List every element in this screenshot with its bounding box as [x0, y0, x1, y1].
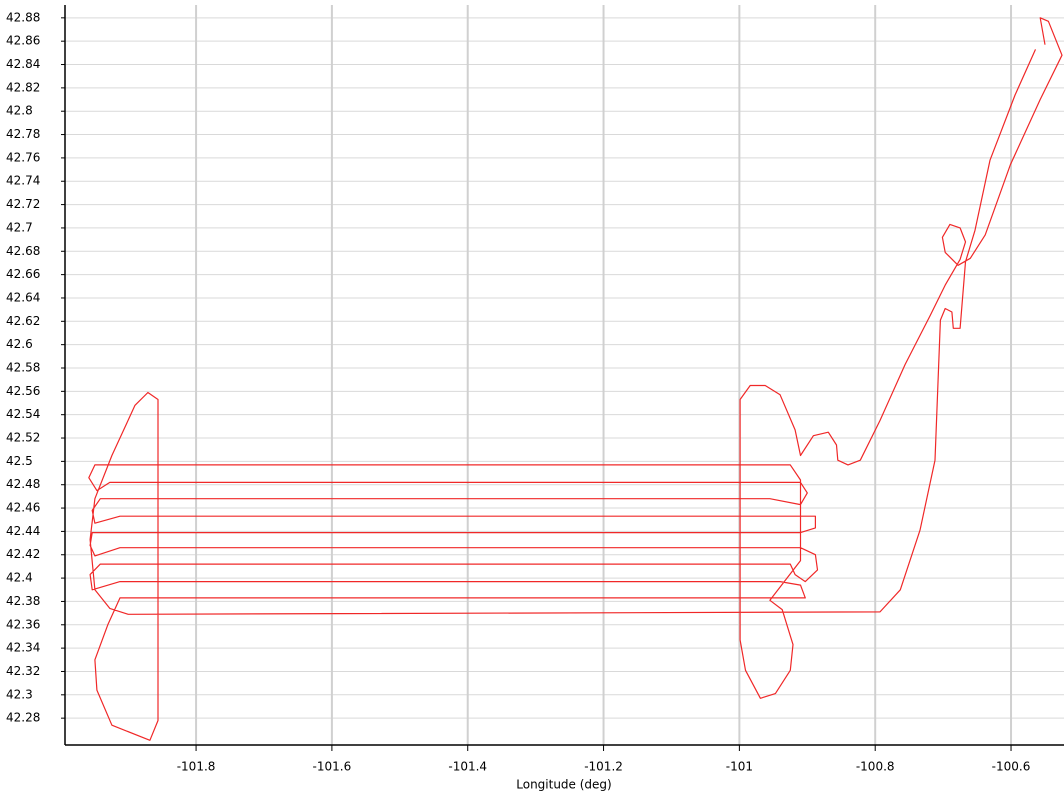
y-tick-label: 42.54: [6, 407, 40, 421]
x-tick-label: -101.2: [584, 760, 623, 774]
y-tick-label: 42.82: [6, 80, 40, 94]
y-tick-label: 42.88: [6, 10, 40, 24]
y-tick-label: 42.5: [6, 454, 33, 468]
y-tick-label: 42.64: [6, 290, 40, 304]
x-tick-label: -101: [726, 760, 753, 774]
y-tick-label: 42.78: [6, 127, 40, 141]
y-tick-label: 42.86: [6, 34, 40, 48]
y-tick-label: 42.34: [6, 641, 40, 655]
x-tick-label: -101.8: [177, 760, 216, 774]
x-axis-label: Longitude (deg): [516, 778, 611, 792]
y-tick-label: 42.42: [6, 547, 40, 561]
y-tick-label: 42.28: [6, 711, 40, 725]
y-tick-label: 42.62: [6, 314, 40, 328]
y-tick-label: 42.58: [6, 360, 40, 374]
y-tick-label: 42.46: [6, 501, 40, 515]
y-tick-label: 42.7: [6, 220, 33, 234]
y-tick-label: 42.4: [6, 571, 33, 585]
y-tick-label: 42.38: [6, 594, 40, 608]
y-tick-label: 42.66: [6, 267, 40, 281]
y-tick-label: 42.74: [6, 174, 40, 188]
y-tick-label: 42.36: [6, 617, 40, 631]
y-tick-label: 42.52: [6, 431, 40, 445]
y-tick-label: 42.76: [6, 150, 40, 164]
x-tick-label: -100.6: [992, 760, 1031, 774]
y-tick-label: 42.56: [6, 384, 40, 398]
y-tick-label: 42.48: [6, 477, 40, 491]
y-tick-label: 42.84: [6, 57, 40, 71]
track-line: [88, 17, 1063, 741]
y-tick-label: 42.68: [6, 244, 40, 258]
y-tick-label: 42.8: [6, 104, 33, 118]
y-tick-label: 42.6: [6, 337, 33, 351]
y-tick-label: 42.32: [6, 664, 40, 678]
y-tick-label: 42.3: [6, 687, 33, 701]
x-tick-label: -101.6: [313, 760, 352, 774]
x-tick-label: -101.4: [448, 760, 487, 774]
x-tick-label: -100.8: [856, 760, 895, 774]
y-tick-label: 42.72: [6, 197, 40, 211]
y-tick-label: 42.44: [6, 524, 40, 538]
